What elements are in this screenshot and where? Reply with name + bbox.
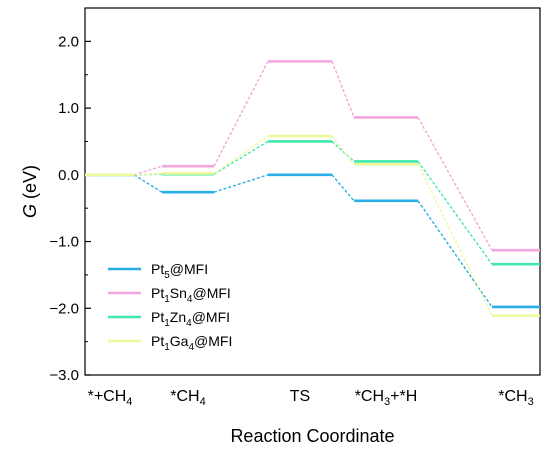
- connector-line: [331, 61, 355, 118]
- x-tick-label: *+CH4: [88, 388, 133, 408]
- x-tick-label: *CH3+*H: [355, 388, 418, 408]
- connector-line: [331, 174, 355, 202]
- connector-line: [417, 117, 493, 251]
- connector-line: [417, 200, 493, 308]
- x-tick-label: *CH4: [170, 388, 205, 408]
- y-tick-label: 2.0: [58, 33, 79, 50]
- connector-line: [213, 174, 269, 193]
- y-axis-title: G (eV): [20, 165, 40, 218]
- series-1: [85, 60, 540, 252]
- plot-frame: [84, 7, 541, 376]
- y-tick-label: −1.0: [49, 234, 79, 251]
- connector-line: [417, 163, 493, 316]
- connector-line: [133, 173, 163, 176]
- y-tick-label: 0.0: [58, 167, 79, 184]
- y-tick-label: 1.0: [58, 100, 79, 117]
- series-0: [85, 173, 540, 309]
- x-axis-title: Reaction Coordinate: [230, 426, 394, 446]
- connector-line: [213, 140, 269, 175]
- series-2: [85, 140, 540, 266]
- x-tick-label: *CH3: [498, 388, 533, 408]
- legend-label: Pt1Sn4@MFI: [151, 285, 231, 305]
- connector-line: [133, 172, 163, 176]
- legend-label: Pt1Ga4@MFI: [151, 333, 232, 353]
- connector-line: [417, 161, 493, 265]
- legend-label: Pt1Zn4@MFI: [151, 309, 230, 329]
- connector-line: [133, 174, 163, 193]
- connector-line: [213, 135, 269, 175]
- connector-line: [331, 135, 355, 165]
- connector-line: [133, 165, 163, 176]
- connector-line: [213, 61, 269, 167]
- legend-label: Pt5@MFI: [151, 261, 208, 281]
- series-3: [85, 134, 540, 317]
- y-tick-label: −3.0: [49, 367, 79, 384]
- x-tick-label: TS: [290, 388, 310, 405]
- connector-line: [331, 140, 355, 162]
- y-tick-label: −2.0: [49, 300, 79, 317]
